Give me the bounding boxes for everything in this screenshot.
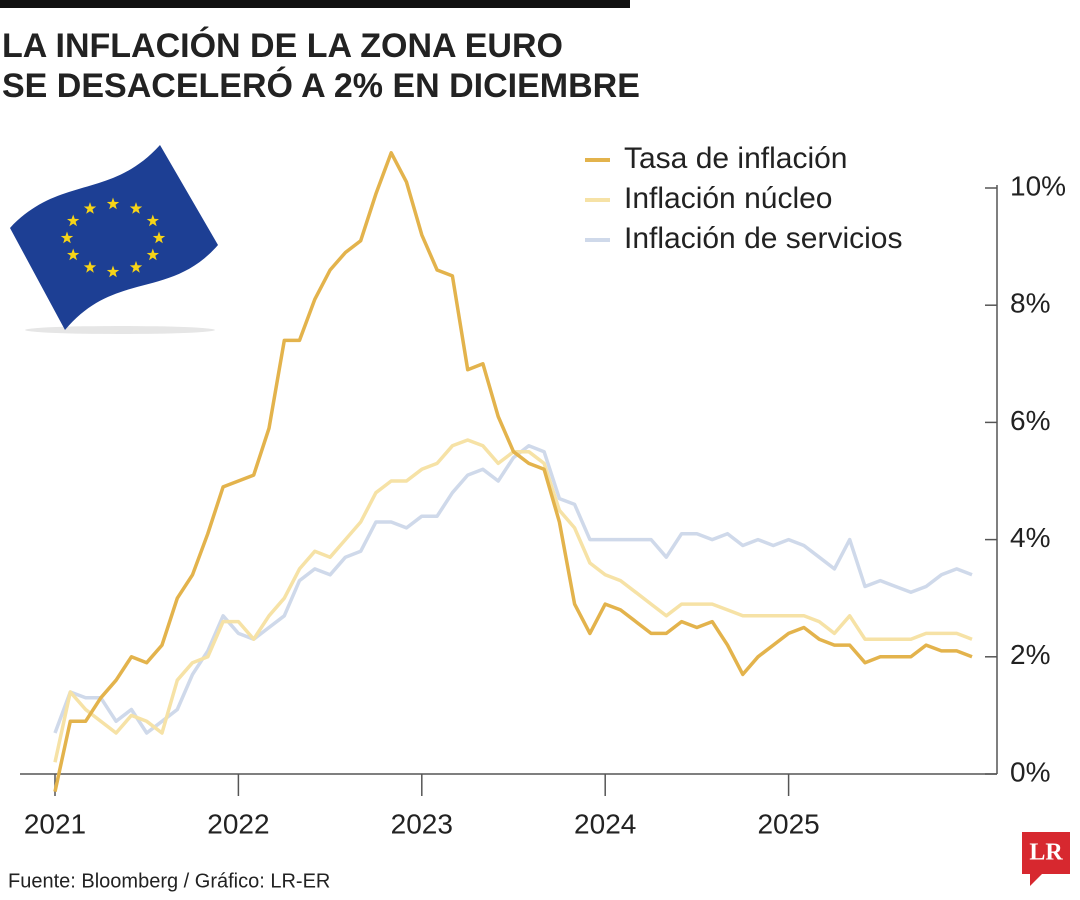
flag bbox=[10, 145, 218, 330]
series-line bbox=[53, 438, 973, 763]
flag-star bbox=[67, 214, 80, 227]
y-tick-label: 0% bbox=[1010, 756, 1050, 787]
flag-star bbox=[60, 231, 74, 244]
series-line bbox=[53, 444, 973, 735]
legend-label: Inflación de servicios bbox=[624, 222, 902, 255]
y-tick-label: 4% bbox=[1010, 522, 1050, 553]
flag-star bbox=[129, 260, 143, 273]
title-line: SE DESACELERÓ A 2% EN DICIEMBRE bbox=[2, 67, 640, 105]
x-tick-label: 2021 bbox=[24, 808, 86, 839]
flag-star bbox=[152, 231, 166, 244]
flag-shadow bbox=[25, 326, 215, 334]
y-tick-label: 8% bbox=[1010, 288, 1050, 319]
top-bar bbox=[0, 0, 630, 8]
title-line: LA INFLACIÓN DE LA ZONA EURO bbox=[2, 27, 563, 65]
y-tick-label: 6% bbox=[1010, 405, 1050, 436]
flag-star bbox=[106, 265, 120, 278]
source: Fuente: Bloomberg / Gráfico: LR-ER bbox=[8, 870, 330, 892]
x-tick-label: 2025 bbox=[757, 808, 819, 839]
flag-star bbox=[83, 202, 97, 214]
flag-star bbox=[129, 202, 143, 214]
y-tick-label: 10% bbox=[1010, 170, 1066, 201]
logo: LR bbox=[1029, 840, 1063, 866]
logo-box bbox=[1022, 832, 1070, 886]
legend-label: Inflación núcleo bbox=[624, 182, 832, 215]
flag-star bbox=[146, 214, 159, 227]
x-tick-label: 2023 bbox=[391, 808, 453, 839]
flag-star bbox=[106, 197, 120, 210]
x-tick-label: 2022 bbox=[207, 808, 269, 839]
y-tick-label: 2% bbox=[1010, 639, 1050, 670]
x-tick-label: 2024 bbox=[574, 808, 636, 839]
legend-label: Tasa de inflación bbox=[624, 142, 847, 175]
series-line bbox=[53, 151, 973, 792]
flag-star bbox=[83, 260, 97, 273]
flag-star bbox=[146, 248, 159, 261]
flag-star bbox=[67, 248, 80, 261]
